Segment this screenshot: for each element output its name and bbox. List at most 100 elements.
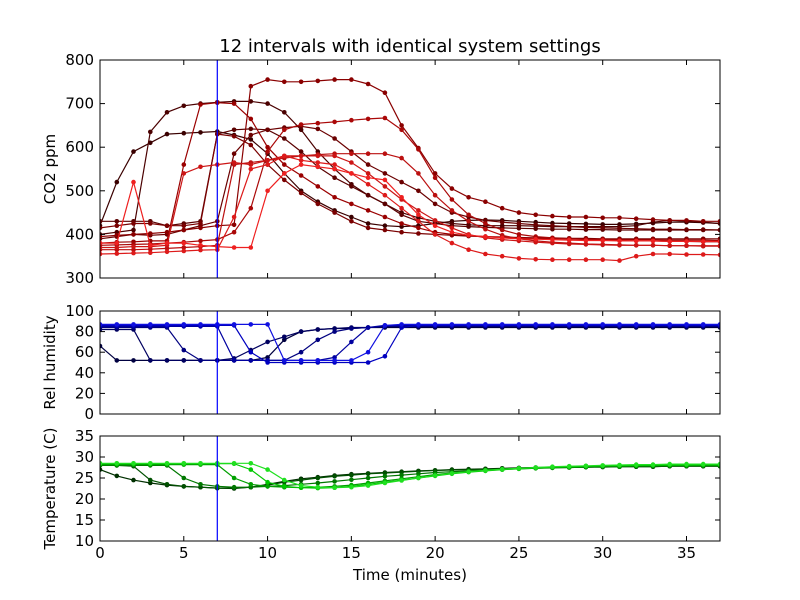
co2-series-4-point xyxy=(566,224,572,229)
temp-series-3-point xyxy=(315,480,321,486)
rh-series-6-line xyxy=(100,323,720,361)
co2-series-2-point xyxy=(181,103,187,109)
co2-series-11-point xyxy=(332,162,337,167)
co2-series-9-point xyxy=(483,226,488,232)
co2-series-1-point xyxy=(114,179,120,185)
co2-series-10-point xyxy=(332,153,337,159)
temp-series-5-point xyxy=(265,479,270,485)
co2-series-5-point xyxy=(382,227,388,233)
co2-series-12-point xyxy=(265,188,270,194)
co2-series-12-point xyxy=(566,237,572,243)
co2-series-3-point xyxy=(114,219,120,224)
rh-series-4-point xyxy=(365,325,371,330)
co2-series-1-point xyxy=(349,214,354,220)
rh-series-6-point xyxy=(131,322,136,327)
rh-series-2-point xyxy=(181,358,187,363)
rh-series-6-point xyxy=(700,322,706,327)
co2-series-6-point xyxy=(700,219,706,224)
rh-series-6-point xyxy=(382,323,388,328)
co2-series-8-point xyxy=(399,127,404,133)
co2-series-7-point xyxy=(416,225,421,231)
co2-series-4-point xyxy=(248,132,254,138)
co2-series-7-point xyxy=(181,162,187,167)
x-tick-label: 35 xyxy=(677,544,696,562)
co2-series-5-point xyxy=(198,221,203,226)
temp-series-6-point xyxy=(617,462,622,468)
co2-series-8-point xyxy=(483,221,488,226)
x-tick-label: 20 xyxy=(426,544,445,562)
co2-series-6-point xyxy=(100,234,103,239)
co2-series-10-point xyxy=(432,218,438,223)
temp-series-3-point xyxy=(365,475,371,481)
x-tick-label: 15 xyxy=(342,544,361,562)
rh-series-6-point xyxy=(248,322,254,327)
rh-series-6-point xyxy=(650,322,656,327)
rh-series-6-point xyxy=(617,322,622,327)
temp-series-6-point xyxy=(349,484,354,490)
co2-series-4-point xyxy=(617,226,622,231)
rh-series-2-point xyxy=(282,334,287,340)
co2-series-11-point xyxy=(382,192,388,198)
co2-series-6-point xyxy=(315,78,321,84)
y-tick-label-temp: 25 xyxy=(75,469,94,487)
co2-series-12-point xyxy=(231,245,237,250)
co2-series-8-point xyxy=(349,117,354,123)
co2-series-9-line xyxy=(100,153,720,251)
rh-series-6-point xyxy=(684,322,689,327)
y-tick-label-co2: 600 xyxy=(65,138,94,156)
rh-series-1-point xyxy=(100,343,103,349)
co2-series-10-point xyxy=(315,153,321,159)
rh-series-6-point xyxy=(365,349,371,355)
co2-series-6-point xyxy=(633,216,639,221)
co2-series-10-point xyxy=(198,164,203,170)
y-tick-label-temp: 10 xyxy=(75,532,94,550)
rh-series-6-point xyxy=(466,322,471,327)
co2-series-3-point xyxy=(466,224,471,229)
co2-series-11-point xyxy=(449,240,455,246)
co2-series-10-point xyxy=(382,184,388,189)
co2-series-12-point xyxy=(533,236,538,242)
y-tick-label-rh: 80 xyxy=(75,323,94,341)
temp-series-6-point xyxy=(499,466,505,472)
rh-series-6-point xyxy=(282,358,287,363)
temp-series-2-point xyxy=(181,484,187,489)
co2-series-12-point xyxy=(617,238,622,244)
panel-co2: 300 400 500 600 700 800 CO2 ppm xyxy=(41,51,721,287)
co2-series-12-point xyxy=(684,239,689,244)
co2-series-11-point xyxy=(516,256,522,261)
co2-series-12-point xyxy=(181,240,187,246)
rh-series-5-point xyxy=(382,354,388,359)
co2-series-5-point xyxy=(349,219,354,224)
temp-series-6-point xyxy=(114,461,120,466)
co2-series-10-point xyxy=(298,153,304,159)
co2-series-1-line xyxy=(100,130,720,228)
co2-series-11-point xyxy=(432,232,438,237)
co2-series-4-line xyxy=(100,125,720,240)
rh-series-6-point xyxy=(583,322,589,327)
co2-series-12-point xyxy=(382,177,388,183)
temp-series-6-point xyxy=(449,471,455,476)
plot-frame-co2 xyxy=(99,59,721,279)
co2-series-12-point xyxy=(499,235,505,241)
co2-series-3-point xyxy=(248,126,254,132)
y-tick-label-co2: 500 xyxy=(65,182,94,200)
co2-series-5-point xyxy=(399,229,404,235)
co2-series-9-point xyxy=(181,245,187,250)
co2-series-7-point xyxy=(265,144,270,150)
co2-series-9-point xyxy=(432,192,438,198)
co2-series-6-point xyxy=(148,231,153,236)
co2-series-10-point xyxy=(100,245,103,250)
temp-series-5-line xyxy=(100,463,720,489)
rh-series-6-point xyxy=(449,322,455,327)
co2-series-7-point xyxy=(332,195,337,200)
rh-series-3-point xyxy=(315,337,321,343)
rh-series-2-point xyxy=(298,329,304,334)
y-tick-label-co2: 400 xyxy=(65,225,94,243)
temp-series-2-point xyxy=(315,475,321,481)
rh-series-6-point xyxy=(667,322,672,327)
co2-series-11-point xyxy=(483,251,488,257)
co2-series-1-point xyxy=(164,131,170,137)
rh-series-6-point xyxy=(533,322,538,327)
co2-series-9-point xyxy=(449,208,455,213)
co2-series-5-point xyxy=(416,231,421,236)
